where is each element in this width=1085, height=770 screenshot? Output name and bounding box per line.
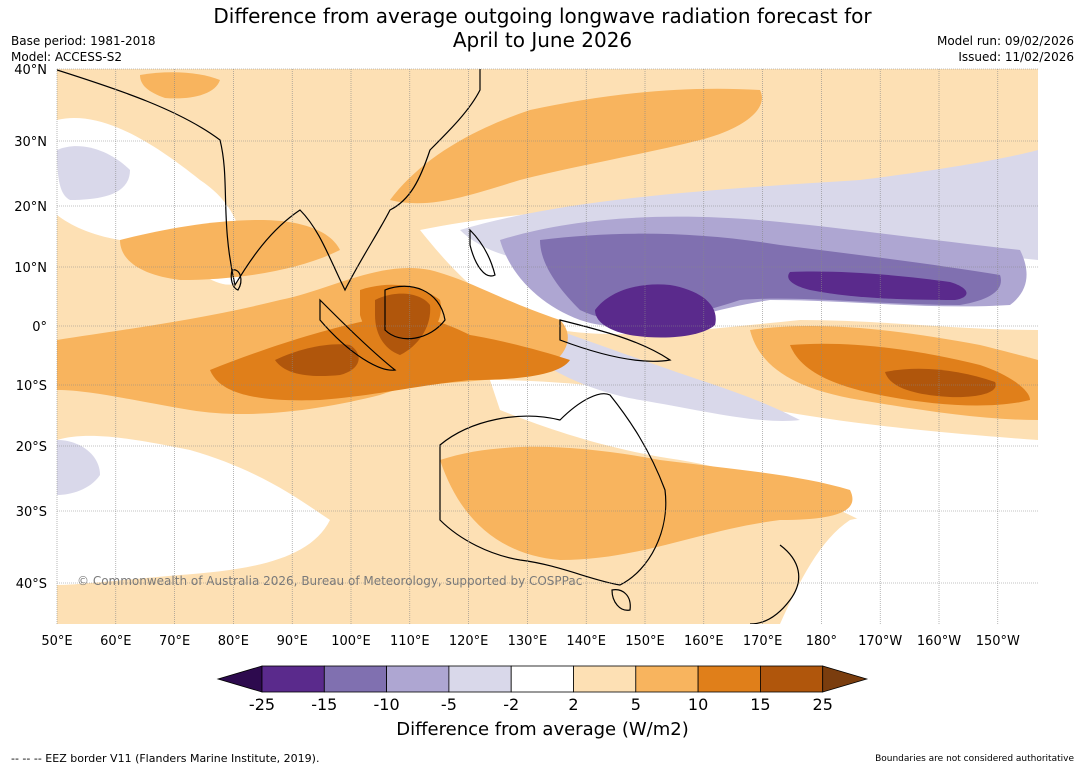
coastline-borneo	[384, 285, 446, 340]
legend-colorbar: -25 -15 -10 -5 -2 2 5 10 15 25	[216, 665, 869, 714]
coastline-philippines	[469, 228, 496, 277]
lon-label: 120°E	[449, 634, 489, 649]
positive-region-australia	[440, 446, 853, 560]
lon-label: 170°E	[743, 634, 783, 649]
colorbar-tick: 25	[813, 695, 833, 714]
copyright-text: © Commonwealth of Australia 2026, Bureau…	[77, 574, 583, 588]
colorbar-swatch	[323, 665, 387, 693]
lat-label: 10°S	[16, 379, 47, 394]
neutral-region-southeast	[780, 515, 1038, 624]
colorbar-tick: -15	[311, 695, 337, 714]
model-name: Model: ACCESS-S2	[11, 50, 123, 64]
lon-label: 160°W	[917, 634, 961, 649]
negative-region-light-southwest	[57, 440, 100, 495]
colorbar-tick: -2	[503, 695, 519, 714]
lon-label: 150°E	[625, 634, 665, 649]
lon-label: 180°	[806, 634, 837, 649]
lon-label: 110°E	[390, 634, 430, 649]
lat-label: 40°N	[14, 63, 47, 78]
lon-label: 150°W	[976, 634, 1020, 649]
lon-label: 80°E	[218, 634, 249, 649]
positive-region-strong-west	[210, 315, 570, 401]
latitude-labels: 40°N 30°N 20°N 10°N 0° 10°S 20°S 30°S 40°S	[14, 63, 47, 592]
colorbar-swatch	[635, 665, 699, 693]
lat-label: 20°S	[16, 440, 47, 455]
boundaries-disclaimer: Boundaries are not considered authoritat…	[875, 754, 1074, 764]
lon-label: 70°E	[159, 634, 190, 649]
issued-date: Issued: 11/02/2026	[958, 50, 1074, 64]
colorbar-tick: -10	[374, 695, 400, 714]
lat-label: 0°	[32, 320, 47, 335]
colorbar-swatch	[448, 665, 512, 693]
gridlines	[56, 68, 1038, 624]
title-line-1: Difference from average outgoing longwav…	[213, 4, 872, 28]
colorbar-tick: 15	[750, 695, 770, 714]
map-title: Difference from average outgoing longwav…	[0, 4, 1085, 52]
anomaly-field	[57, 69, 1038, 624]
positive-region-tibet	[140, 72, 220, 99]
negative-core-east	[788, 271, 967, 300]
lon-label: 140°E	[566, 634, 606, 649]
lon-label: 90°E	[277, 634, 308, 649]
coastline-new-guinea	[559, 319, 672, 362]
colorbar-swatch	[261, 665, 325, 693]
lon-label: 170°W	[858, 634, 902, 649]
base-period: Base period: 1981-2018	[11, 34, 156, 48]
colorbar-swatch	[760, 665, 824, 693]
model-run: Model run: 09/02/2026	[936, 34, 1074, 48]
neutral-region-pacific-south	[490, 380, 1038, 624]
coastline-australia	[439, 393, 667, 586]
legend-title: Difference from average (W/m2)	[396, 719, 689, 740]
colorbar-extend-low	[216, 665, 263, 693]
negative-region-light-west	[57, 146, 130, 200]
coastline-sri-lanka	[230, 269, 242, 291]
lon-label: 50°E	[41, 634, 72, 649]
colorbar-swatch	[697, 665, 761, 693]
colorbar-swatch	[573, 665, 637, 693]
colorbar-tick: 10	[688, 695, 708, 714]
colorbar-extend-high	[822, 665, 869, 693]
lat-label: 30°S	[16, 505, 47, 520]
positive-core-borneo	[375, 293, 431, 355]
coastlines	[57, 69, 800, 624]
lat-label: 40°S	[16, 577, 47, 592]
positive-region-bay-of-bengal	[120, 220, 340, 280]
coastline-new-zealand	[749, 544, 800, 624]
negative-core-west	[595, 284, 716, 338]
lon-label: 100°E	[331, 634, 371, 649]
coastline-asia	[57, 69, 481, 292]
coastline-sumatra	[319, 298, 397, 371]
positive-region-north-pacific	[390, 88, 762, 204]
eez-border-note: -- -- -- EEZ border V11 (Flanders Marine…	[11, 752, 320, 765]
colorbar-swatch	[386, 665, 450, 693]
title-line-2: April to June 2026	[452, 28, 633, 52]
positive-core-indian	[275, 344, 359, 377]
lat-label: 20°N	[14, 200, 47, 215]
lon-label: 160°E	[684, 634, 724, 649]
meta-right: Model run: 09/02/2026 Issued: 11/02/2026	[937, 33, 1074, 65]
lon-label: 130°E	[508, 634, 548, 649]
coastline-tasmania	[611, 589, 631, 611]
meta-left: Base period: 1981-2018 Model: ACCESS-S2	[11, 33, 156, 65]
colorbar-tick: 5	[631, 695, 641, 714]
lat-label: 10°N	[14, 261, 47, 276]
colorbar-tick: -25	[249, 695, 275, 714]
longitude-labels: 50°E 60°E 70°E 80°E 90°E 100°E 110°E 120°E 130°E…	[41, 634, 1020, 649]
positive-core-pacific	[885, 368, 996, 398]
colorbar-swatch	[510, 665, 574, 693]
neutral-region-indian-south	[57, 435, 330, 585]
colorbar-tick: 2	[568, 695, 578, 714]
colorbar-tick: -5	[441, 695, 457, 714]
lon-label: 60°E	[100, 634, 131, 649]
lat-label: 30°N	[14, 135, 47, 150]
